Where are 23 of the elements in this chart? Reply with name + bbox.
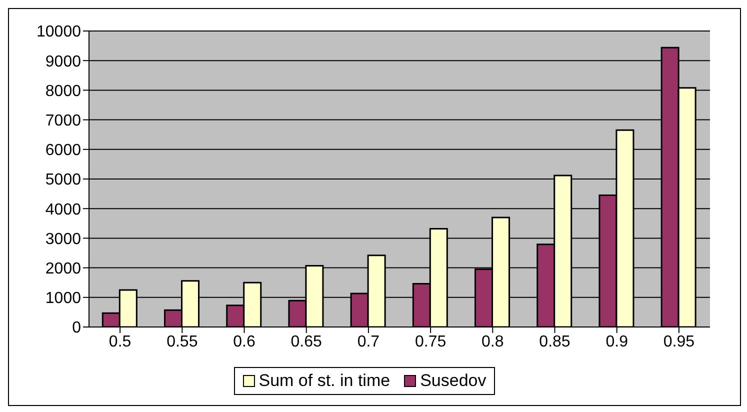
x-tick-label: 0.8 <box>482 333 504 350</box>
x-tick-label: 0.65 <box>290 333 322 350</box>
x-tick-label: 0.75 <box>414 333 446 350</box>
x-tick-label: 0.9 <box>606 333 628 350</box>
x-tick-label: 0.85 <box>539 333 570 350</box>
x-tick-label: 0.7 <box>357 333 380 350</box>
y-tick-label: 9000 <box>45 53 82 70</box>
x-tick-label: 0.6 <box>233 333 256 350</box>
y-tick-label: 6000 <box>45 142 82 160</box>
x-tick-label: 0.55 <box>166 333 198 350</box>
x-tick-label: 0.95 <box>663 333 695 350</box>
y-tick-label: 7000 <box>45 112 82 130</box>
y-tick-label: 0 <box>72 320 82 337</box>
y-tick-label: 8000 <box>45 82 82 100</box>
y-tick-label: 5000 <box>45 172 82 189</box>
x-tick-label: 0.5 <box>108 333 132 350</box>
y-tick-label: 3000 <box>45 230 82 248</box>
legend-label: Sum of st. in time <box>258 371 390 391</box>
legend-label: Susedov <box>419 371 486 391</box>
y-tick-label: 1000 <box>45 290 82 308</box>
y-tick-label: 2000 <box>45 260 82 278</box>
y-tick-label: 10000 <box>36 24 82 41</box>
y-tick-label: 4000 <box>45 201 82 218</box>
